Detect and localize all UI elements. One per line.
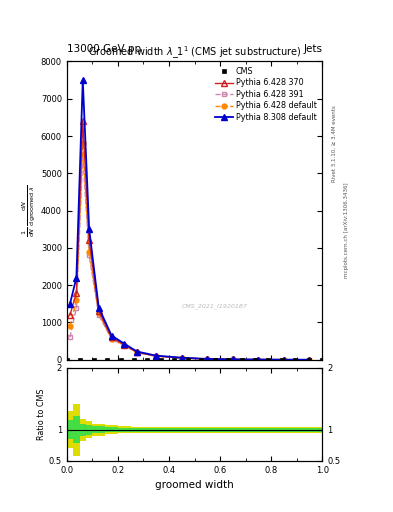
Pythia 8.308 default xyxy=(154,353,158,359)
CMS xyxy=(105,357,110,363)
Line: Pythia 8.308 default: Pythia 8.308 default xyxy=(67,77,312,363)
Pythia 6.428 default xyxy=(74,297,79,303)
Pythia 6.428 391 xyxy=(135,350,140,356)
Y-axis label: Ratio to CMS: Ratio to CMS xyxy=(37,389,46,440)
CMS xyxy=(239,357,244,363)
CMS xyxy=(212,357,217,363)
Pythia 6.428 391 xyxy=(154,353,158,359)
CMS xyxy=(185,357,190,363)
CMS xyxy=(293,357,298,363)
Pythia 6.428 default xyxy=(87,248,92,254)
Pythia 8.308 default xyxy=(256,356,261,362)
Pythia 6.428 391 xyxy=(96,312,101,318)
Pythia 6.428 370 xyxy=(74,290,79,296)
Pythia 6.428 391 xyxy=(74,305,79,311)
CMS xyxy=(91,357,96,363)
Text: Jets: Jets xyxy=(303,44,322,54)
CMS xyxy=(266,357,271,363)
Text: mcplots.cern.ch [arXiv:1306.3436]: mcplots.cern.ch [arXiv:1306.3436] xyxy=(344,183,349,278)
Line: CMS: CMS xyxy=(65,358,324,362)
Pythia 6.428 391 xyxy=(230,356,235,362)
Pythia 8.308 default xyxy=(281,356,286,362)
Pythia 6.428 391 xyxy=(179,355,184,361)
Pythia 6.428 370 xyxy=(281,356,286,362)
Pythia 6.428 default xyxy=(122,342,127,348)
CMS xyxy=(226,357,231,363)
Pythia 6.428 default xyxy=(68,323,72,329)
Pythia 6.428 370 xyxy=(307,357,312,363)
Pythia 6.428 default xyxy=(81,140,85,146)
Pythia 6.428 391 xyxy=(205,356,210,362)
CMS xyxy=(145,357,150,363)
Pythia 8.308 default xyxy=(230,356,235,362)
CMS xyxy=(118,357,123,363)
Pythia 6.428 default xyxy=(96,310,101,316)
CMS xyxy=(320,357,325,363)
Pythia 8.308 default xyxy=(74,274,79,281)
Pythia 8.308 default xyxy=(205,356,210,362)
Pythia 6.428 default xyxy=(230,356,235,362)
CMS xyxy=(132,357,136,363)
Line: Pythia 6.428 default: Pythia 6.428 default xyxy=(68,141,312,362)
Pythia 6.428 370 xyxy=(230,356,235,362)
Pythia 6.428 391 xyxy=(256,356,261,362)
Pythia 8.308 default xyxy=(96,305,101,311)
Title: Groomed width $\lambda\_1^1$ (CMS jet substructure): Groomed width $\lambda\_1^1$ (CMS jet su… xyxy=(88,45,301,61)
Text: 13000 GeV pp: 13000 GeV pp xyxy=(67,44,141,54)
Pythia 6.428 391 xyxy=(81,152,85,158)
CMS xyxy=(78,357,83,363)
Pythia 6.428 370 xyxy=(87,238,92,244)
Pythia 6.428 370 xyxy=(68,312,72,318)
Pythia 6.428 default xyxy=(154,353,158,359)
Line: Pythia 6.428 391: Pythia 6.428 391 xyxy=(68,152,312,362)
Pythia 6.428 391 xyxy=(68,334,72,340)
Pythia 6.428 391 xyxy=(87,252,92,259)
CMS xyxy=(172,357,177,363)
Pythia 6.428 default xyxy=(135,349,140,355)
Pythia 6.428 370 xyxy=(205,356,210,362)
Pythia 8.308 default xyxy=(109,332,114,338)
Pythia 8.308 default xyxy=(135,349,140,355)
CMS xyxy=(307,357,311,363)
Text: CMS_2021_I1920187: CMS_2021_I1920187 xyxy=(182,303,248,309)
CMS xyxy=(253,357,257,363)
CMS xyxy=(158,357,163,363)
Pythia 6.428 default xyxy=(179,355,184,361)
Pythia 6.428 370 xyxy=(81,118,85,124)
Pythia 6.428 370 xyxy=(96,308,101,314)
CMS xyxy=(199,357,204,363)
X-axis label: groomed width: groomed width xyxy=(155,480,234,490)
Pythia 6.428 391 xyxy=(109,336,114,343)
Pythia 6.428 391 xyxy=(281,356,286,362)
Y-axis label: $\frac{1}{\mathrm{d}N}\,\frac{\mathrm{d}N}{\mathrm{d\,groomed}\;\lambda}$: $\frac{1}{\mathrm{d}N}\,\frac{\mathrm{d}… xyxy=(21,184,38,237)
CMS xyxy=(64,357,69,363)
Line: Pythia 6.428 370: Pythia 6.428 370 xyxy=(67,118,312,362)
Pythia 8.308 default xyxy=(81,77,85,83)
Pythia 6.428 370 xyxy=(154,353,158,359)
Pythia 6.428 391 xyxy=(307,357,312,363)
Pythia 8.308 default xyxy=(122,340,127,347)
Pythia 6.428 370 xyxy=(135,349,140,355)
Pythia 6.428 default xyxy=(205,356,210,362)
Pythia 6.428 370 xyxy=(122,342,127,348)
Pythia 6.428 370 xyxy=(109,334,114,340)
Pythia 8.308 default xyxy=(307,357,312,363)
Text: Rivet 3.1.10, ≥ 3.4M events: Rivet 3.1.10, ≥ 3.4M events xyxy=(332,105,337,182)
Pythia 8.308 default xyxy=(87,226,92,232)
Pythia 8.308 default xyxy=(179,355,184,361)
CMS xyxy=(279,357,284,363)
Pythia 8.308 default xyxy=(68,301,72,307)
Pythia 6.428 default xyxy=(281,356,286,362)
Pythia 6.428 default xyxy=(307,357,312,363)
Pythia 6.428 370 xyxy=(256,356,261,362)
Pythia 6.428 370 xyxy=(179,355,184,361)
Pythia 6.428 391 xyxy=(122,343,127,349)
Legend: CMS, Pythia 6.428 370, Pythia 6.428 391, Pythia 6.428 default, Pythia 8.308 defa: CMS, Pythia 6.428 370, Pythia 6.428 391,… xyxy=(213,66,318,123)
Pythia 6.428 default xyxy=(109,336,114,342)
Pythia 6.428 default xyxy=(256,356,261,362)
